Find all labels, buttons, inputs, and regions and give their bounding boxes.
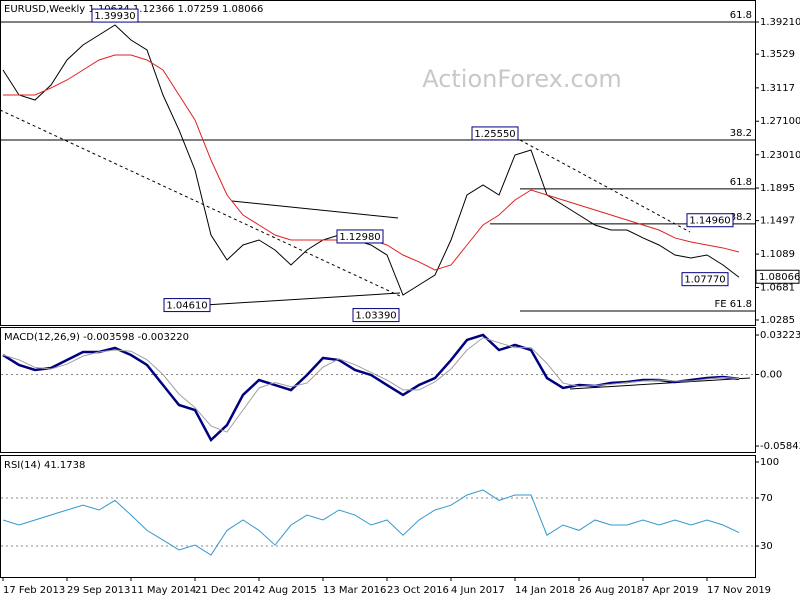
x-tick-label: 7 Apr 2019 — [643, 585, 698, 596]
x-tick-label: 23 Oct 2016 — [387, 585, 449, 596]
series-line — [2, 24, 740, 296]
x-tick-label: 4 Jun 2017 — [451, 585, 505, 596]
price-label: 1.39930 — [94, 11, 135, 22]
price-label-box — [336, 229, 384, 244]
x-tick-label: 17 Feb 2013 — [3, 585, 65, 596]
price-label-box — [352, 308, 400, 323]
price-label: 1.12980 — [339, 232, 380, 243]
price-label: 1.14960 — [689, 216, 730, 227]
price-label-box — [163, 298, 211, 313]
watermark: ActionForex.com — [422, 65, 622, 93]
price-label: 1.25550 — [474, 129, 515, 140]
trendline — [231, 200, 399, 219]
y-tick-label: 0.00 — [760, 370, 782, 381]
level-label: 61.8 — [730, 177, 752, 188]
price-label-box — [681, 272, 729, 287]
price-panel — [0, 0, 756, 326]
price-label: 1.03390 — [355, 311, 396, 322]
y-tick-label: 1.1497 — [760, 216, 795, 227]
y-tick-label: 0.032235 — [760, 330, 800, 341]
price-label: 1.07770 — [684, 275, 725, 286]
x-tick-label: 11 May 2014 — [131, 585, 196, 596]
level-label: 38.2 — [730, 128, 752, 139]
x-tick-label: 17 Nov 2019 — [707, 585, 771, 596]
y-tick-label: 1.39210 — [760, 17, 800, 28]
series-line — [2, 489, 740, 556]
trendline — [519, 139, 691, 233]
rsi-panel — [0, 455, 756, 578]
y-tick-label: -0.058434 — [760, 441, 800, 452]
last-price-box — [755, 269, 800, 284]
y-tick-label: 1.27100 — [760, 116, 800, 127]
y-tick-label: 1.1895 — [760, 183, 795, 194]
macd-panel — [0, 327, 756, 453]
y-tick-label: 70 — [760, 493, 773, 504]
series-line — [2, 333, 740, 443]
x-tick-label: 26 Aug 2018 — [579, 585, 643, 596]
series-line — [2, 337, 740, 433]
level-label: 38.2 — [730, 212, 752, 223]
y-tick-label: 1.23010 — [760, 150, 800, 161]
y-tick-label: 100 — [760, 457, 779, 468]
level-label: FE 61.8 — [714, 299, 752, 310]
x-tick-label: 14 Jan 2018 — [515, 585, 575, 596]
y-tick-label: 1.0681 — [760, 283, 795, 294]
y-tick-label: 1.1089 — [760, 249, 795, 260]
trendline — [0, 109, 401, 297]
x-tick-label: 2 Aug 2015 — [259, 585, 317, 596]
y-tick-label: 1.3117 — [760, 83, 795, 94]
x-tick-label: 29 Sep 2013 — [67, 585, 130, 596]
price-label-box — [91, 8, 139, 23]
last-price-label: 1.08066 — [759, 272, 800, 283]
price-label: 1.04610 — [166, 301, 207, 312]
price-label-box — [686, 213, 734, 228]
trendline — [569, 377, 751, 390]
level-label: 61.8 — [730, 10, 752, 21]
macd-title: MACD(12,26,9) -0.003598 -0.003220 — [4, 332, 189, 343]
trendline — [204, 292, 401, 306]
price-label-box — [471, 126, 519, 141]
y-tick-label: 1.0285 — [760, 315, 795, 326]
y-tick-label: 1.3529 — [760, 49, 795, 60]
y-tick-label: 30 — [760, 541, 773, 552]
x-tick-label: 21 Dec 2014 — [195, 585, 259, 596]
x-tick-label: 13 Mar 2016 — [323, 585, 386, 596]
rsi-title: RSI(14) 41.1738 — [4, 460, 85, 471]
